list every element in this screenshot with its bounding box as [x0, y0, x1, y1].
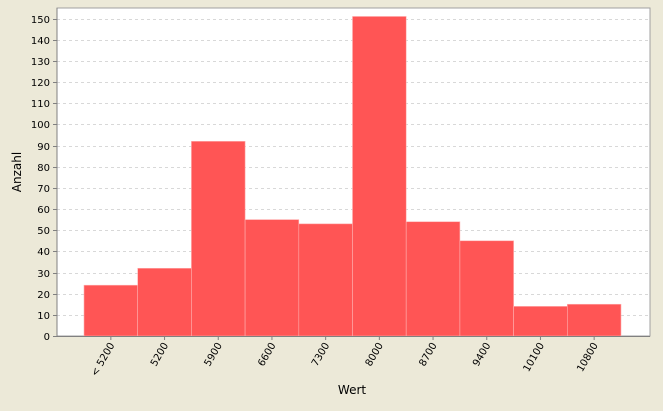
y-tick-label: 80 [37, 163, 50, 174]
y-tick-label: 110 [31, 99, 50, 110]
y-tick-label: 90 [37, 142, 50, 153]
y-tick-label: 150 [31, 15, 50, 26]
x-tick-label: 9400 [471, 341, 493, 369]
bar-9 [513, 306, 568, 337]
bar-5 [298, 223, 353, 337]
x-tick-label: < 5200 [89, 341, 117, 379]
y-tick-label: 30 [37, 269, 50, 280]
bar-1 [83, 284, 139, 337]
x-tick-label: 5900 [203, 341, 225, 369]
y-tick-label: 20 [37, 290, 50, 301]
y-tick-label: 10 [37, 311, 50, 322]
y-tick-label: 40 [37, 247, 50, 258]
bar-2 [137, 267, 192, 337]
y-tick-label: 120 [31, 78, 50, 89]
x-axis-label: Wert [338, 383, 366, 397]
bar-3 [191, 141, 246, 337]
y-tick-label: 50 [37, 226, 50, 237]
y-tick-label: 60 [37, 205, 50, 216]
x-tick-label: 8700 [417, 341, 439, 369]
x-tick-label: 8000 [364, 341, 386, 369]
bar-7 [405, 221, 461, 337]
bar-6 [352, 16, 407, 337]
x-axis: < 5200 5200 5900 6600 7300 8000 8700 9400 10100 1… [57, 336, 650, 379]
y-tick-label: 70 [37, 184, 50, 195]
y-tick-label: 100 [31, 120, 50, 131]
x-tick-label: 5200 [149, 341, 171, 369]
y-axis-label: Anzahl [10, 152, 24, 192]
bar-4 [244, 219, 300, 337]
y-axis: 0 10 20 30 40 50 60 70 80 90 100 110 120 130 140 150 [31, 8, 58, 343]
bar-10 [566, 303, 622, 337]
bars [83, 16, 622, 337]
x-tick-label: 10800 [575, 341, 600, 374]
y-tick-label: 140 [31, 36, 50, 47]
bar-8 [459, 240, 514, 337]
y-tick-label: 130 [31, 57, 50, 68]
y-tick-label: 0 [44, 332, 50, 343]
x-tick-label: 10100 [522, 341, 547, 374]
x-tick-label: 6600 [256, 341, 278, 369]
x-tick-label: 7300 [310, 341, 332, 369]
